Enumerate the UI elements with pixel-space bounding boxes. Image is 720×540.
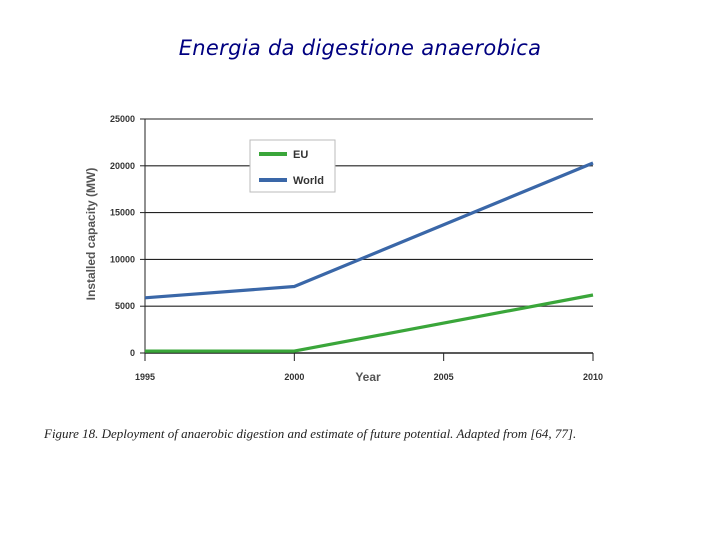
y-tick-label: 25000 xyxy=(110,114,135,124)
y-tick-label: 5000 xyxy=(115,301,135,311)
series-lines xyxy=(144,161,594,353)
y-tick-label: 15000 xyxy=(110,208,135,218)
series-line-eu xyxy=(145,293,594,353)
x-axis-label: Year xyxy=(355,370,381,384)
x-tick-label: 1995 xyxy=(135,372,155,382)
series-line-world xyxy=(144,161,594,300)
y-tick-label: 0 xyxy=(130,348,135,358)
legend: EU World xyxy=(249,139,336,193)
legend-label-world: World xyxy=(293,175,324,187)
y-tick-label: 10000 xyxy=(110,254,135,264)
x-tick-label: 2000 xyxy=(284,372,304,382)
y-tick-label: 20000 xyxy=(110,161,135,171)
axes: 0 5000 10000 15000 20000 25000 1995 2000 2005 201… xyxy=(110,114,603,382)
legend-box xyxy=(249,139,336,193)
slide-title: Energia da digestione anaerobica xyxy=(178,36,542,60)
x-tick-label: 2010 xyxy=(583,372,603,382)
legend-label-eu: EU xyxy=(293,149,308,161)
x-tick-label: 2005 xyxy=(434,372,454,382)
y-axis-label: Installed capacity (MW) xyxy=(84,168,98,301)
grid-lines xyxy=(145,118,593,354)
figure-caption: Figure 18. Deployment of anaerobic diges… xyxy=(44,426,577,441)
